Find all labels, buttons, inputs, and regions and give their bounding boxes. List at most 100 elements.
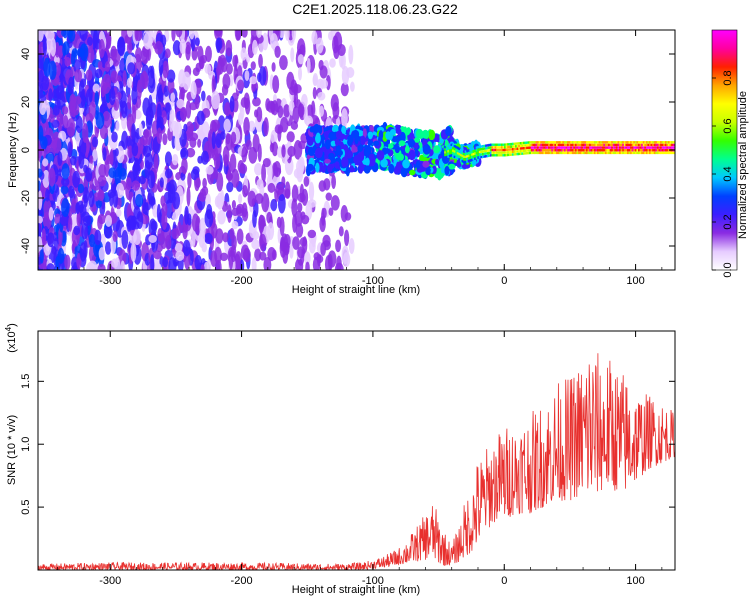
heatmap-cell <box>647 151 650 155</box>
heatmap-cell <box>570 143 573 147</box>
heatmap-cell <box>505 143 509 146</box>
heatmap-cell <box>396 161 401 170</box>
heatmap-cell <box>554 149 557 152</box>
heatmap-cell <box>271 141 279 157</box>
heatmap-cell <box>573 151 576 155</box>
heatmap-cell <box>623 151 627 155</box>
heatmap-cell <box>97 189 105 202</box>
heatmap-cell <box>483 147 486 150</box>
heatmap-cell <box>638 149 641 152</box>
heatmap-cell <box>481 150 485 153</box>
heatmap-cell <box>622 146 625 149</box>
heatmap-cell <box>515 147 518 151</box>
heatmap-cell <box>75 202 80 215</box>
heatmap-cell <box>609 143 613 147</box>
heatmap-cell <box>655 149 658 152</box>
heatmap-cell <box>633 149 636 152</box>
heatmap-cell <box>428 129 436 141</box>
heatmap-cell <box>548 149 551 152</box>
heatmap-cell <box>598 151 602 155</box>
heatmap-cell <box>576 141 579 144</box>
heatmap-cell <box>513 145 516 148</box>
heatmap-cell <box>652 146 655 149</box>
heatmap-cell <box>224 102 231 117</box>
heatmap-cell <box>623 143 627 147</box>
heatmap-cell <box>663 146 666 149</box>
heatmap-cell <box>108 88 116 106</box>
heatmap-cell <box>258 53 263 69</box>
heatmap-cell <box>194 255 203 270</box>
heatmap-cell <box>560 143 564 147</box>
snr-x-tick-label: 100 <box>626 575 644 587</box>
heatmap-cell <box>231 168 240 188</box>
heatmap-cell <box>362 128 367 138</box>
heatmap-cell <box>625 149 628 152</box>
heatmap-cell <box>649 149 652 152</box>
heatmap-cell <box>489 148 493 152</box>
heatmap-cell <box>638 141 641 144</box>
heatmap-cell <box>522 144 526 147</box>
heatmap-cell <box>48 167 56 187</box>
heatmap-cell <box>636 146 639 149</box>
heatmap-cell <box>413 137 421 143</box>
heatmap-cell <box>655 146 658 149</box>
heatmap-cell <box>630 143 633 147</box>
heatmap-cell <box>236 208 244 217</box>
heatmap-cell <box>617 151 620 155</box>
heatmap-cell <box>480 147 483 151</box>
heatmap-cell <box>176 98 185 109</box>
heatmap-cell <box>497 148 501 152</box>
heatmap-cell <box>66 30 74 39</box>
heatmap-cell <box>545 151 548 155</box>
heatmap-cell <box>453 147 457 151</box>
heatmap-cell <box>277 193 286 214</box>
heatmap-cell <box>444 148 447 151</box>
heatmap-cell <box>444 145 447 149</box>
heatmap-cell <box>136 79 142 100</box>
heatmap-cell <box>92 149 98 162</box>
heatmap-cell <box>463 155 466 158</box>
heatmap-cell <box>500 151 504 154</box>
heatmap-cell <box>404 145 410 154</box>
heatmap-cell <box>630 146 633 149</box>
heatmap-cell <box>289 244 294 259</box>
heatmap-cell <box>291 30 297 41</box>
heatmap-cell <box>584 143 587 147</box>
heatmap-cell <box>516 142 520 145</box>
heatmap-cell <box>639 149 642 152</box>
heatmap-cell <box>660 141 663 144</box>
heatmap-cell <box>89 155 94 164</box>
heatmap-cell <box>563 149 567 152</box>
heatmap-cell <box>620 149 624 152</box>
heatmap-cell <box>435 158 440 166</box>
spectrogram-y-tick-label: -40 <box>20 238 32 254</box>
heatmap-cell <box>77 183 85 194</box>
heatmap-cell <box>655 151 658 155</box>
colorbar-label: Normalized spectral amplitude <box>737 91 749 239</box>
heatmap-cell <box>587 141 590 144</box>
heatmap-cell <box>211 131 216 150</box>
heatmap-cell <box>511 148 515 151</box>
heatmap-cell <box>645 146 649 149</box>
heatmap-cell <box>578 141 581 144</box>
heatmap-cell <box>463 158 466 161</box>
snr-series <box>38 353 675 570</box>
heatmap-cell <box>500 148 504 152</box>
heatmap-cell <box>252 231 260 240</box>
heatmap-cell <box>398 153 404 161</box>
heatmap-cell <box>587 146 590 149</box>
heatmap-cell <box>445 126 452 137</box>
heatmap-cell <box>39 249 44 264</box>
colorbar-tick-label: 0.8 <box>722 70 734 85</box>
heatmap-cell <box>174 121 183 139</box>
heatmap-cell <box>40 136 48 150</box>
heatmap-cell <box>641 143 644 147</box>
heatmap-cell <box>489 146 493 149</box>
heatmap-cell <box>211 91 221 110</box>
heatmap-cell <box>459 148 463 151</box>
heatmap-cell <box>61 198 70 218</box>
heatmap-cell <box>496 146 499 149</box>
heatmap-cell <box>554 141 557 144</box>
heatmap-cell <box>612 143 616 147</box>
